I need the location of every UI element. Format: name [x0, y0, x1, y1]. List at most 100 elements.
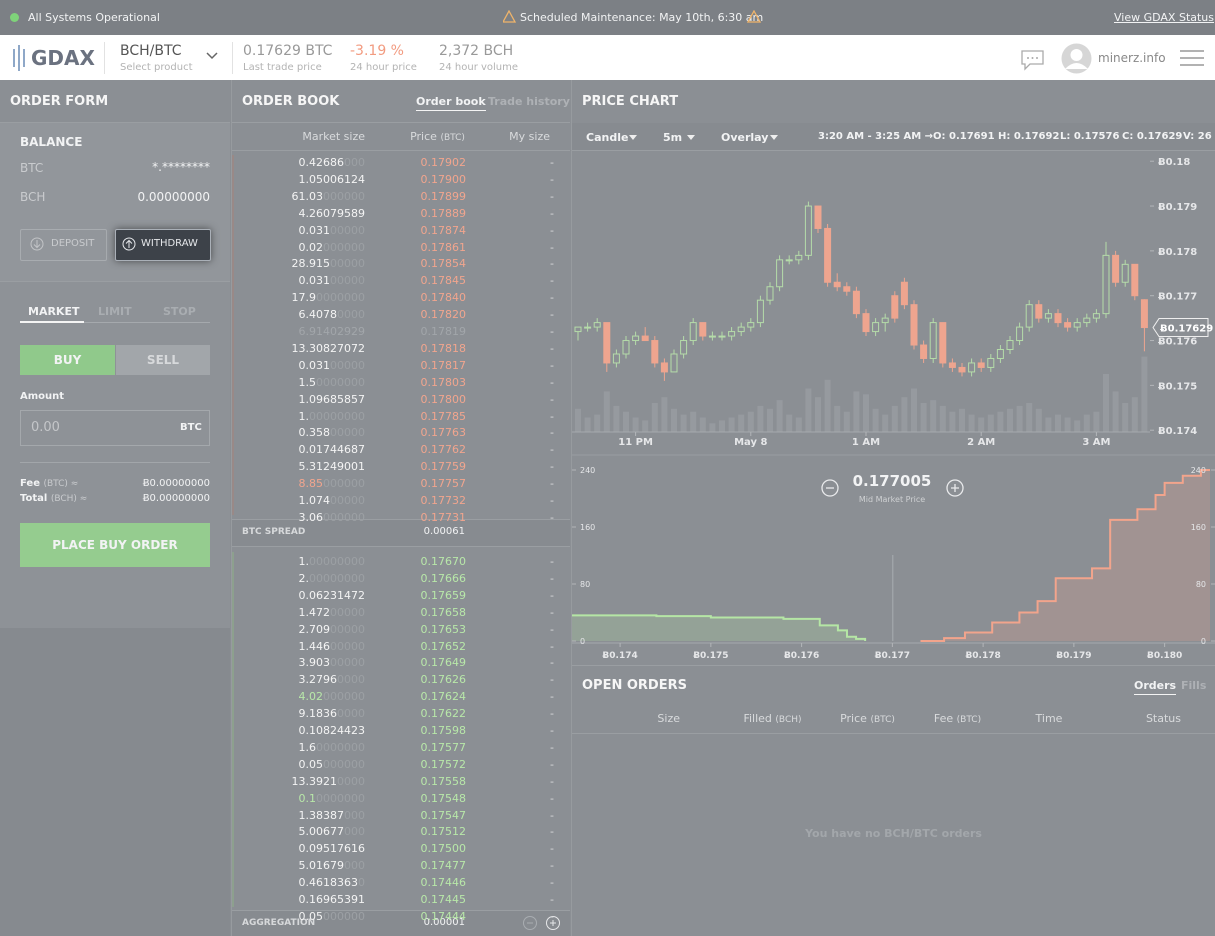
candle-body: [622, 340, 630, 355]
toolbar-item[interactable]: Candle: [586, 131, 629, 144]
orders-tab[interactable]: Fills: [1181, 679, 1207, 692]
book-tab[interactable]: Order book: [416, 95, 486, 111]
last-price: 0.17629 BTC: [243, 43, 333, 59]
price: 0.17666: [420, 571, 467, 585]
chart-toolbar: [572, 123, 1215, 151]
order-tab[interactable]: STOP: [163, 305, 196, 318]
market-size: 6.40780000: [298, 308, 366, 322]
market-size: 0.02000000: [298, 240, 366, 254]
candle-body: [1006, 340, 1014, 351]
price: 0.17572: [420, 757, 467, 771]
zoom-buttons[interactable]: [820, 478, 966, 498]
market-size: 3.06000000: [298, 510, 366, 524]
column-unit: (BTC): [956, 715, 982, 725]
deposit-button[interactable]: [20, 229, 107, 261]
tab-active-underline: [20, 321, 84, 323]
status-link[interactable]: View GDAX Status: [1114, 11, 1215, 24]
volume-bar: [651, 403, 658, 432]
price: 0.17759: [420, 460, 467, 474]
column-header: Size: [630, 712, 680, 725]
volume-bar: [575, 408, 581, 432]
my-size: -: [550, 605, 554, 619]
fee-value: Ƀ0.00000000: [142, 478, 210, 489]
volume-bar: [1064, 417, 1071, 432]
ohlcv: V: 26: [1183, 131, 1212, 142]
column-label: Market size: [302, 130, 365, 143]
candle-body: [593, 322, 601, 328]
candle-body: [776, 259, 784, 288]
toolbar-carets: [629, 135, 778, 140]
price: 0.17889: [420, 206, 467, 220]
price: 0.17622: [420, 707, 467, 721]
aggregation-row: [232, 910, 570, 936]
product-caret[interactable]: [206, 52, 218, 60]
price-change: -3.19 %: [350, 43, 404, 59]
chat-icon[interactable]: [1020, 49, 1046, 71]
buy-button[interactable]: BUY: [20, 345, 115, 375]
product[interactable]: BCH/BTC: [120, 43, 182, 59]
order-tab[interactable]: LIMIT: [98, 305, 132, 318]
volume-bar: [1141, 356, 1148, 432]
x-tick-label: Ƀ0.176: [784, 651, 819, 661]
mid-price-label: Mid Market Price: [858, 495, 926, 504]
my-size: -: [550, 223, 554, 237]
my-size: -: [550, 257, 554, 271]
volume-bar: [1074, 420, 1081, 432]
candle-body: [948, 362, 956, 368]
candle-body: [1140, 299, 1148, 329]
panel-title-row: [0, 80, 230, 123]
menu-icon[interactable]: [1180, 50, 1204, 66]
price: 0.17861: [420, 240, 467, 254]
price: 0.17444: [420, 909, 467, 923]
column-label: My size: [509, 130, 550, 143]
price: 0.17477: [420, 859, 467, 873]
my-size: -: [550, 291, 554, 305]
status-text: All Systems Operational: [28, 11, 160, 24]
candle-body: [958, 366, 966, 373]
y-tick-label: Ƀ0.18: [1158, 157, 1190, 168]
candle-body: [718, 335, 726, 338]
toolbar-item[interactable]: 5m: [663, 131, 683, 144]
price: 0.17874: [420, 223, 467, 237]
my-size: -: [550, 477, 554, 491]
price: 0.17445: [420, 893, 467, 906]
header-divider: [232, 42, 233, 74]
candle-body: [824, 227, 832, 283]
panel-title: OPEN ORDERS: [582, 678, 687, 693]
ohlcv: L: 0.17576: [1060, 131, 1120, 142]
market-size: 0.06231472: [298, 588, 365, 602]
toolbar-item[interactable]: Overlay: [721, 131, 769, 144]
price: 0.17649: [420, 656, 467, 670]
logo[interactable]: GDAX: [31, 46, 95, 70]
y2-tick-label: 0: [1201, 637, 1206, 646]
orders-tab[interactable]: Orders: [1134, 679, 1177, 695]
username[interactable]: minerz.info: [1098, 51, 1166, 65]
order-tab[interactable]: MARKET: [28, 305, 80, 318]
my-size: -: [550, 673, 554, 687]
place-order-button[interactable]: PLACE BUY ORDER: [20, 523, 210, 567]
volume-bar: [728, 417, 735, 432]
last-price-tag: [1152, 318, 1209, 338]
book-header-row: [232, 150, 570, 151]
column-label: Filled: [743, 712, 772, 725]
avatar[interactable]: [1061, 43, 1092, 74]
my-size: -: [550, 757, 554, 771]
volume-bar: [1007, 408, 1013, 432]
my-size: -: [550, 876, 554, 890]
amount-input[interactable]: [20, 410, 210, 446]
withdraw-button[interactable]: [115, 229, 211, 261]
price: 0.17732: [420, 494, 467, 507]
market-size: 0.10824423: [298, 724, 365, 737]
aggregation-buttons[interactable]: [522, 915, 562, 931]
my-size: -: [550, 274, 554, 288]
market-size: 0.03100000: [298, 358, 366, 372]
volume-bar: [623, 411, 629, 432]
column-header: Status: [1130, 712, 1181, 725]
market-size: 1.47200000: [298, 605, 366, 619]
book-tab[interactable]: Trade history: [488, 95, 570, 108]
price-change-label: 24 hour price: [350, 62, 417, 73]
volume-bar: [603, 391, 610, 432]
volume-bar: [584, 417, 591, 432]
price: 0.17900: [420, 172, 467, 186]
sell-button[interactable]: SELL: [116, 345, 210, 375]
